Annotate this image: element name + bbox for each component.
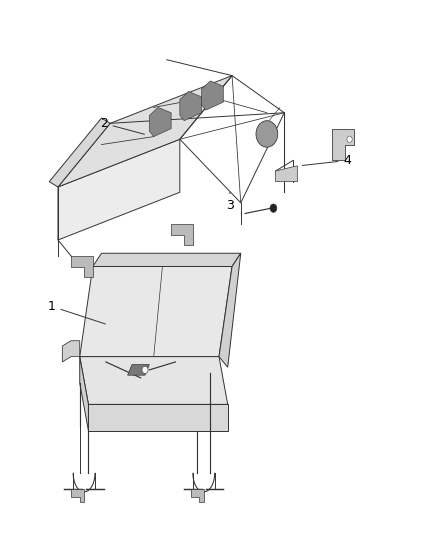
Polygon shape: [80, 266, 232, 357]
Polygon shape: [276, 166, 297, 182]
Polygon shape: [180, 92, 201, 120]
Polygon shape: [71, 256, 93, 277]
Polygon shape: [49, 118, 110, 187]
Polygon shape: [171, 224, 193, 245]
Polygon shape: [80, 357, 228, 405]
Text: 3: 3: [226, 192, 234, 212]
Polygon shape: [80, 357, 88, 431]
Circle shape: [347, 136, 352, 142]
Polygon shape: [201, 81, 223, 110]
Polygon shape: [62, 341, 80, 362]
Text: 1: 1: [47, 300, 106, 324]
Polygon shape: [219, 253, 241, 367]
Circle shape: [256, 120, 278, 147]
Circle shape: [270, 204, 277, 213]
Text: 2: 2: [100, 117, 145, 134]
Polygon shape: [127, 365, 149, 375]
Polygon shape: [88, 405, 228, 431]
Polygon shape: [191, 489, 204, 503]
Polygon shape: [93, 253, 241, 266]
Circle shape: [142, 366, 148, 374]
Polygon shape: [71, 489, 84, 503]
Polygon shape: [149, 108, 171, 136]
Polygon shape: [58, 76, 232, 187]
Polygon shape: [332, 128, 354, 160]
Text: 4: 4: [302, 154, 351, 167]
Polygon shape: [58, 139, 180, 240]
